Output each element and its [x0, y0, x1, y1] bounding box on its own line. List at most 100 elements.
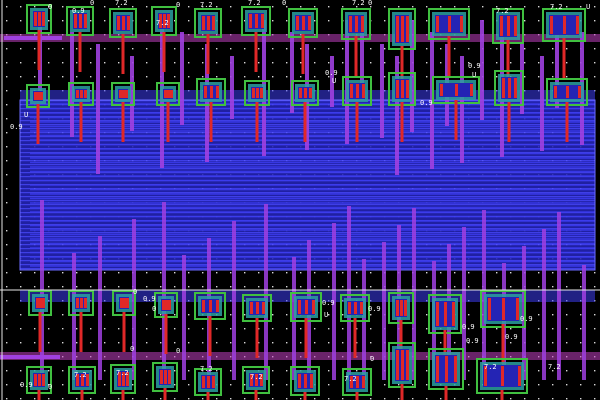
cell-gate[interactable] — [507, 16, 510, 36]
cell-gate[interactable] — [250, 374, 253, 386]
cell-gate[interactable] — [406, 80, 409, 98]
cell-gate[interactable] — [299, 88, 302, 98]
cell-lead[interactable] — [500, 390, 504, 400]
cell-gate[interactable] — [126, 372, 129, 386]
poly-wire[interactable] — [542, 229, 546, 380]
cell-gate[interactable] — [554, 86, 557, 98]
cell-gate[interactable] — [470, 84, 473, 96]
cell-lead[interactable] — [121, 390, 125, 400]
cell-gate[interactable] — [40, 92, 43, 100]
cell-gate[interactable] — [576, 16, 579, 34]
cell-gate[interactable] — [356, 84, 359, 98]
cell-gate[interactable] — [305, 300, 308, 314]
cell-gate[interactable] — [348, 302, 351, 314]
cell-lead[interactable] — [304, 318, 308, 358]
cell-gate[interactable] — [406, 16, 409, 42]
cell-gate[interactable] — [349, 16, 352, 32]
cell-gate[interactable] — [86, 374, 89, 386]
cell-lead[interactable] — [162, 32, 166, 72]
cell-gate[interactable] — [38, 374, 41, 386]
cell-gate[interactable] — [84, 298, 87, 308]
cell-gate[interactable] — [74, 14, 77, 28]
poly-wire[interactable] — [182, 255, 186, 380]
cell-gate[interactable] — [566, 86, 569, 98]
cell-gate[interactable] — [42, 298, 45, 308]
cell-gate[interactable] — [160, 370, 163, 384]
cell-lead[interactable] — [454, 100, 458, 140]
cell-lead[interactable] — [80, 390, 84, 400]
cell-gate[interactable] — [444, 302, 447, 326]
cell-gate[interactable] — [167, 14, 170, 28]
cell-gate[interactable] — [350, 84, 353, 98]
cell-lead[interactable] — [303, 102, 307, 142]
cell-gate[interactable] — [296, 16, 299, 30]
cell-gate[interactable] — [207, 16, 210, 30]
cell-gate[interactable] — [80, 298, 83, 308]
cell-gate[interactable] — [202, 300, 205, 312]
cell-lead[interactable] — [355, 102, 359, 142]
poly-wire[interactable] — [264, 204, 268, 380]
cell-gate[interactable] — [162, 300, 165, 310]
cell-lead[interactable] — [206, 392, 210, 400]
cell-gate[interactable] — [167, 90, 170, 98]
cell-gate[interactable] — [310, 374, 313, 388]
poly-wire[interactable] — [480, 20, 484, 120]
cell-gate[interactable] — [120, 298, 123, 308]
cell-gate[interactable] — [308, 16, 311, 30]
poly-wire[interactable] — [380, 44, 384, 138]
cell-lead[interactable] — [121, 34, 125, 74]
cell-gate[interactable] — [396, 300, 399, 316]
cell-gate[interactable] — [38, 12, 41, 26]
poly-wire[interactable] — [582, 265, 586, 380]
cell-lead[interactable] — [37, 390, 41, 400]
cell-lead[interactable] — [206, 34, 210, 74]
cell-gate[interactable] — [360, 302, 363, 314]
cell-gate[interactable] — [204, 86, 207, 98]
cell-gate[interactable] — [39, 298, 42, 308]
left-rail-stub[interactable] — [0, 355, 60, 359]
cell-gate[interactable] — [34, 92, 37, 100]
cell-gate[interactable] — [202, 16, 205, 30]
cell-lead[interactable] — [399, 320, 403, 360]
bottom-rail[interactable] — [0, 352, 600, 360]
cell-gate[interactable] — [36, 298, 39, 308]
cell-lead[interactable] — [163, 388, 167, 400]
cell-gate[interactable] — [216, 300, 219, 312]
cell-gate[interactable] — [42, 12, 45, 26]
cell-gate[interactable] — [401, 350, 404, 380]
cell-gate[interactable] — [262, 302, 265, 314]
cell-gate[interactable] — [514, 16, 517, 36]
cell-gate[interactable] — [452, 302, 455, 326]
cell-gate[interactable] — [207, 376, 210, 388]
cell-lead[interactable] — [255, 318, 259, 358]
cell-gate[interactable] — [80, 90, 83, 98]
cell-gate[interactable] — [455, 84, 458, 96]
cell-gate[interactable] — [164, 370, 167, 384]
cell-gate[interactable] — [298, 374, 301, 388]
cell-gate[interactable] — [508, 78, 511, 98]
cell-gate[interactable] — [125, 90, 128, 98]
cell-gate[interactable] — [563, 16, 566, 34]
cell-lead[interactable] — [303, 392, 307, 400]
cell-lead[interactable] — [562, 38, 566, 78]
cell-gate[interactable] — [516, 298, 519, 320]
left-rail-stub[interactable] — [4, 36, 62, 40]
cell-gate[interactable] — [122, 90, 125, 98]
cell-gate[interactable] — [400, 300, 403, 316]
cell-lead[interactable] — [122, 312, 126, 352]
cell-lead[interactable] — [79, 312, 83, 352]
poly-wire[interactable] — [362, 259, 366, 380]
poly-wire[interactable] — [290, 32, 294, 113]
cell-gate[interactable] — [76, 90, 79, 98]
cell-gate[interactable] — [396, 16, 399, 42]
cell-gate[interactable] — [518, 366, 521, 386]
cell-lead[interactable] — [166, 102, 170, 142]
cell-lead[interactable] — [254, 32, 258, 72]
cell-gate[interactable] — [401, 80, 404, 98]
cell-gate[interactable] — [84, 90, 87, 98]
cell-gate[interactable] — [260, 88, 263, 98]
cell-gate[interactable] — [500, 16, 503, 36]
cell-lead[interactable] — [36, 104, 40, 144]
